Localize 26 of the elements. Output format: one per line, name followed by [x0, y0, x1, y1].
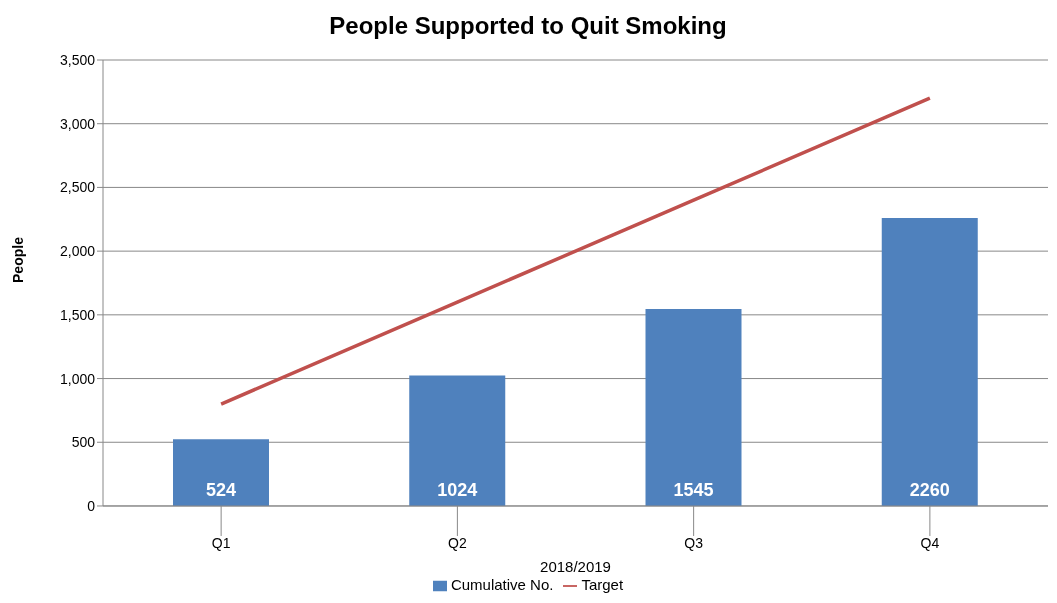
y-tick-label: 3,500: [59, 51, 96, 68]
data-label: 524: [205, 479, 237, 500]
x-tick-label: Q2: [448, 534, 467, 551]
y-tick-label: 1,000: [59, 370, 96, 387]
chart-title: People Supported to Quit Smoking: [328, 11, 728, 41]
data-label: 1024: [437, 479, 478, 500]
x-axis-title: 2018/2019: [540, 557, 611, 575]
data-label: 2260: [909, 479, 950, 500]
y-axis-title: People: [9, 236, 26, 283]
y-tick-label: 2,500: [59, 179, 96, 196]
bar: [645, 309, 742, 506]
x-tick-label: Q3: [684, 534, 704, 551]
data-label: 1545: [673, 479, 714, 500]
bar: [173, 439, 269, 506]
x-tick-label: Q4: [920, 534, 940, 551]
line-series: [219, 96, 932, 406]
legend-label: Cumulative No.: [450, 575, 554, 593]
y-tick-label: 0: [87, 497, 96, 514]
legend-label: Target: [581, 575, 624, 593]
bar: [409, 375, 506, 506]
y-tick-label: 2,000: [59, 243, 96, 260]
bar: [881, 218, 978, 506]
y-tick-label: 500: [71, 434, 96, 451]
y-tick-label: 3,000: [59, 115, 96, 132]
y-tick-label: 1,500: [59, 306, 96, 323]
x-tick-label: Q1: [211, 534, 231, 551]
